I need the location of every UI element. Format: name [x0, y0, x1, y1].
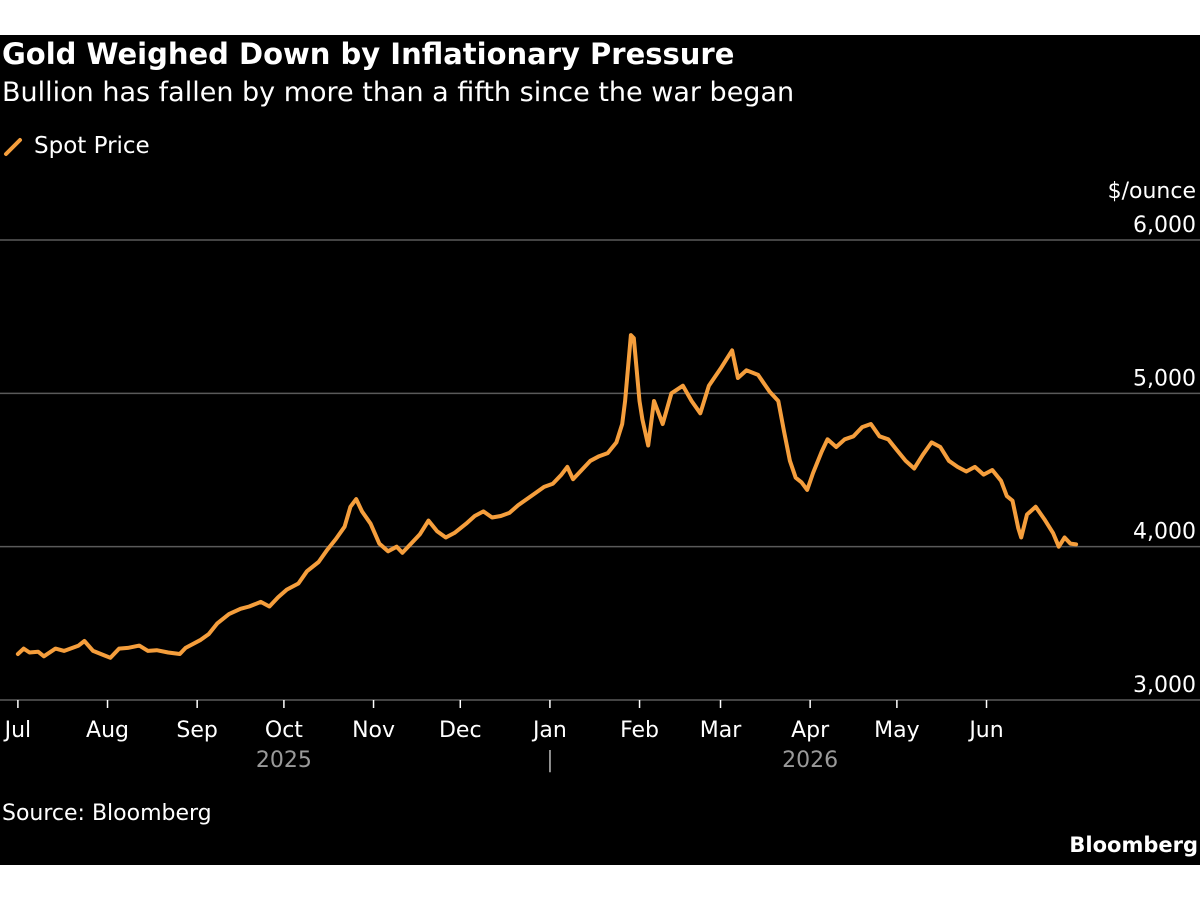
chart-title: Gold Weighed Down by Inflationary Pressu… — [2, 37, 735, 71]
legend-swatch-icon — [4, 138, 22, 156]
x-tick-label-11: Jun — [967, 718, 1003, 743]
y-tick-label-2: 4,000 — [1133, 520, 1196, 545]
x-tick-label-8: Mar — [700, 718, 742, 743]
x-tick-label-3: Oct — [265, 718, 303, 743]
chart-svg: $/ounce 6,000 5,000 4,000 3,000 Jul Aug Sep Oc… — [0, 179, 1200, 773]
x-tick-label-6: Jan — [531, 718, 567, 743]
chart-panel: Gold Weighed Down by Inflationary Pressu… — [0, 35, 1200, 865]
x-tick-label-0: Jul — [3, 718, 32, 743]
brand-logo: Bloomberg — [1069, 833, 1198, 857]
x-tick-label-5: Dec — [439, 718, 482, 743]
legend: Spot Price — [2, 131, 150, 161]
y-tick-label-1: 5,000 — [1133, 366, 1196, 391]
year-label-2026: 2026 — [782, 748, 838, 773]
x-ticks: Jul Aug Sep Oct Nov Dec Jan Feb Mar Apr May Jun — [3, 700, 1004, 743]
x-tick-label-10: May — [874, 718, 919, 743]
y-tick-labels: 6,000 5,000 4,000 3,000 — [1133, 213, 1196, 698]
year-divider: | — [546, 748, 553, 773]
y-tick-label-0: 6,000 — [1133, 213, 1196, 238]
year-labels: 2025 2026 | — [256, 748, 838, 773]
y-axis-unit-label: $/ounce — [1108, 179, 1196, 204]
gridlines — [0, 239, 1200, 548]
x-tick-label-7: Feb — [620, 718, 659, 743]
x-tick-label-1: Aug — [86, 718, 129, 743]
chart-subtitle: Bullion has fallen by more than a fifth … — [2, 77, 795, 108]
legend-label-spot-price: Spot Price — [34, 133, 150, 159]
source-note: Source: Bloomberg — [2, 801, 212, 826]
x-tick-label-4: Nov — [352, 718, 395, 743]
series-line-spot-price — [15, 333, 1079, 660]
year-label-2025: 2025 — [256, 748, 312, 773]
y-tick-label-3: 3,000 — [1133, 673, 1196, 698]
x-tick-label-9: Apr — [791, 718, 830, 743]
x-tick-label-2: Sep — [176, 718, 217, 743]
